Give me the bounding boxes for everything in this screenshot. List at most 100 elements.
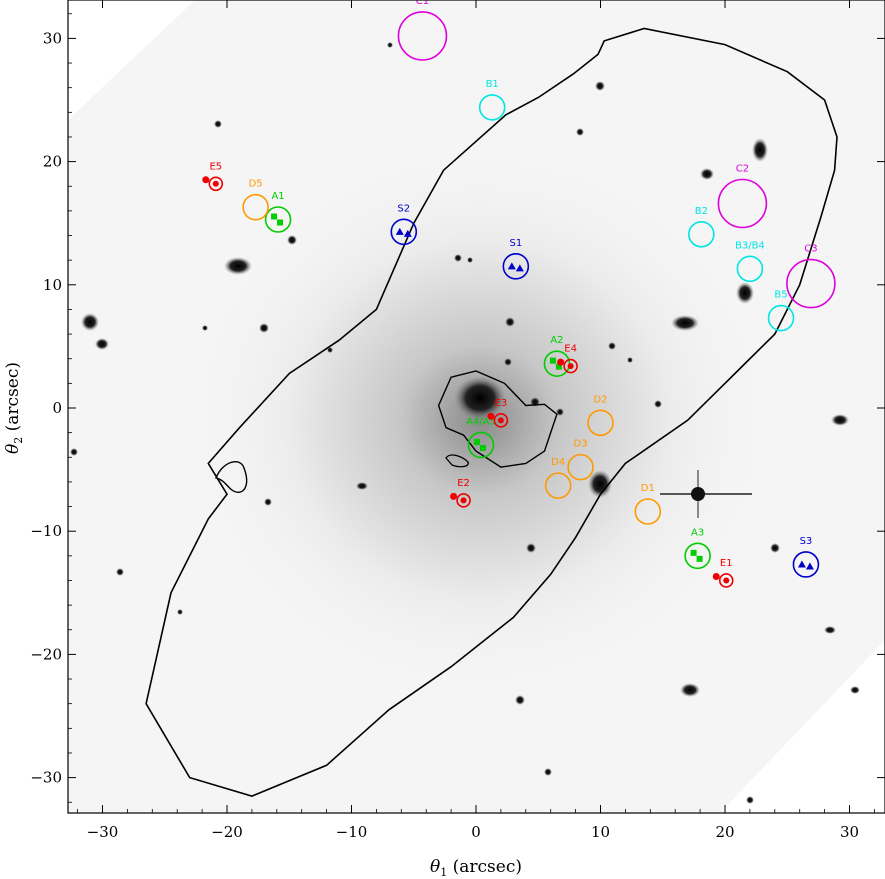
galaxy	[454, 376, 506, 420]
square-marker	[549, 357, 556, 364]
galaxy	[576, 128, 584, 136]
image-label: E4	[564, 344, 577, 355]
image-circle	[684, 542, 711, 570]
image-circle	[563, 358, 578, 374]
image-circle	[792, 551, 820, 578]
image-circle	[478, 94, 506, 121]
image-circle	[502, 253, 530, 280]
square-marker	[473, 438, 480, 445]
square-marker	[690, 549, 697, 556]
dot-marker	[567, 363, 574, 370]
image-circle	[688, 220, 715, 248]
galaxy	[214, 120, 222, 128]
galaxy	[264, 498, 272, 506]
image-label: A3	[691, 527, 704, 538]
image-label: D3	[574, 439, 588, 450]
galaxy	[454, 254, 462, 262]
galaxy	[831, 414, 849, 426]
galaxy	[544, 768, 552, 776]
dot-marker	[712, 572, 720, 580]
galaxy	[116, 568, 124, 576]
galaxy	[202, 325, 208, 331]
x-tick-label: 10	[591, 823, 610, 841]
y-tick-label: −20	[30, 645, 62, 663]
y-tick-label: 30	[43, 29, 62, 47]
triangle-marker	[805, 562, 814, 570]
image-circle	[717, 178, 768, 229]
galaxy	[259, 323, 269, 333]
image-label: D1	[641, 483, 655, 494]
square-marker	[696, 555, 703, 562]
image-label: D5	[249, 179, 263, 190]
image-label: A4/A5	[466, 416, 496, 427]
galaxy	[588, 470, 612, 498]
image-circle	[456, 493, 471, 508]
small-critical-loop	[445, 454, 469, 468]
galaxy	[654, 400, 662, 408]
image-label: B1	[486, 79, 499, 90]
image-circle	[242, 193, 269, 221]
square-marker	[277, 219, 284, 226]
outer-critical-curve	[145, 27, 838, 797]
small-critical-loop	[215, 460, 248, 493]
galaxy	[671, 315, 699, 331]
x-tick-label: −30	[87, 823, 119, 841]
galaxy	[746, 796, 754, 804]
galaxy	[81, 313, 99, 331]
image-label: B5	[774, 290, 787, 301]
x-axis-title: θ1 (arcsec)	[430, 857, 522, 879]
y-tick-label: −30	[30, 769, 62, 787]
image-label: S2	[397, 203, 410, 214]
image-circle	[493, 413, 509, 428]
galaxy	[356, 482, 368, 490]
galaxy	[467, 257, 473, 263]
galaxy	[824, 626, 836, 634]
y-axis-title: θ2 (arcsec)	[3, 362, 25, 454]
dot-marker	[450, 492, 458, 500]
image-label: A1	[271, 191, 284, 202]
image-circle	[786, 258, 836, 309]
cluster-image	[68, 0, 885, 813]
image-circle	[397, 11, 448, 61]
triangle-marker	[797, 560, 806, 568]
galaxy	[770, 543, 780, 553]
image-circle	[736, 255, 764, 283]
galaxy	[608, 342, 616, 350]
image-circle	[390, 218, 418, 246]
image-circle	[567, 453, 594, 481]
x-tick-label: 20	[715, 823, 734, 841]
square-marker	[271, 213, 278, 220]
image-circle	[208, 176, 224, 192]
galaxy	[850, 686, 860, 694]
galaxy	[627, 357, 633, 363]
dot-marker	[723, 577, 730, 584]
triangle-marker	[403, 229, 412, 237]
image-label: D4	[551, 457, 565, 468]
inner-critical-curve	[437, 370, 558, 468]
galaxy	[505, 317, 515, 327]
triangle-marker	[395, 227, 404, 235]
galaxy	[556, 408, 564, 416]
y-tick-label: −10	[30, 522, 62, 540]
image-circle	[587, 409, 614, 437]
image-circle	[264, 206, 292, 233]
image-label: E3	[495, 398, 508, 409]
galaxy	[752, 138, 768, 162]
image-markers: A1 A2 A3 A4/A5 B1 B2 B3/B4 B5 C1 C2 C3 D1 D2 D3 D4 D5 E1…	[202, 0, 836, 588]
galaxy	[700, 168, 714, 180]
x-tick-label: −20	[211, 823, 243, 841]
galaxy	[327, 347, 333, 353]
galaxy	[70, 448, 78, 456]
y-tick-label: 20	[43, 153, 62, 171]
y-tick-label: 0	[52, 399, 62, 417]
square-marker	[555, 363, 562, 370]
galaxy	[287, 235, 297, 245]
image-label: S1	[509, 238, 522, 249]
galaxy	[515, 695, 525, 705]
axis-ticks: −30 −20 −10 0 10 20 30 −30 −20 −10 0 10 20 30	[30, 0, 885, 841]
image-label: C1	[416, 0, 429, 7]
galaxy	[526, 543, 536, 553]
image-label: E2	[457, 478, 470, 489]
galaxy	[504, 358, 512, 366]
